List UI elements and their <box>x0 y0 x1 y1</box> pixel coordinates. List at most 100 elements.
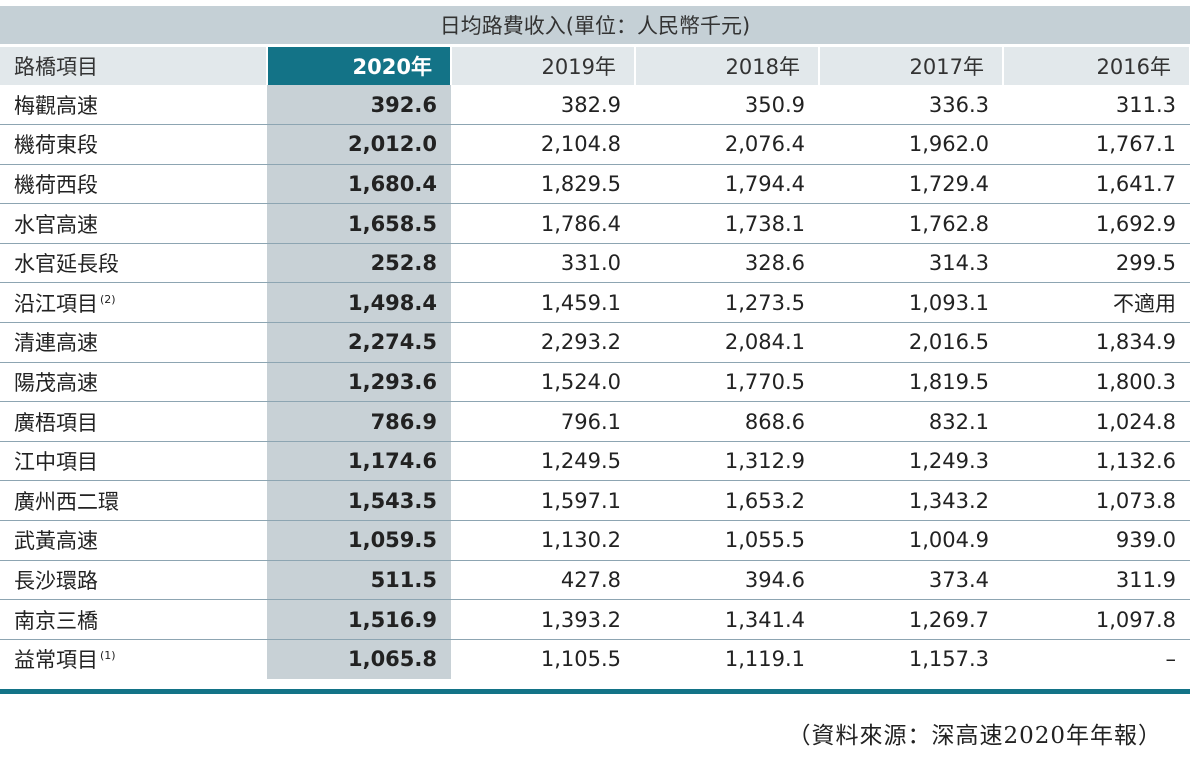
value-cell-2020: 252.8 <box>267 243 451 284</box>
value-cell-2019: 796.1 <box>451 401 635 442</box>
value-cell-2019: 1,597.1 <box>451 480 635 522</box>
value-cell-2019: 2,293.2 <box>451 322 635 363</box>
value-cell-2017: 373.4 <box>819 560 1003 601</box>
project-name-cell: 武黃高速 <box>0 520 267 561</box>
value-cell-2016: 1,692.9 <box>1003 203 1190 244</box>
table-row: 水官延長段 252.8 331.0 328.6 314.3 299.5 <box>0 243 1190 284</box>
value-cell-2020: 2,012.0 <box>267 124 451 165</box>
project-name-cell: 江中項目 <box>0 441 267 482</box>
table-row: 廣梧項目 786.9 796.1 868.6 832.1 1,024.8 <box>0 401 1190 442</box>
value-cell-2017: 1,343.2 <box>819 480 1003 522</box>
project-name-cell: 長沙環路 <box>0 560 267 601</box>
value-cell-2016: 1,132.6 <box>1003 441 1190 482</box>
project-name: 南京三橋 <box>14 608 98 633</box>
value-cell-2017: 1,729.4 <box>819 164 1003 205</box>
footnote-marker: (1) <box>100 649 116 663</box>
value-cell-2020: 1,543.5 <box>267 480 451 522</box>
value-cell-2019: 427.8 <box>451 560 635 601</box>
value-cell-2018: 2,084.1 <box>635 322 819 363</box>
column-header-2019: 2019年 <box>451 47 636 85</box>
value-cell-2017: 1,819.5 <box>819 362 1003 403</box>
table-row: 益常項目 (1) 1,065.8 1,105.5 1,119.1 1,157.3– <box>0 639 1190 679</box>
value-cell-2018: 1,653.2 <box>635 480 819 522</box>
column-header-project: 路橋項目 <box>0 47 268 85</box>
value-cell-2016: 939.0 <box>1003 520 1190 561</box>
project-name-cell: 清連高速 <box>0 322 267 363</box>
value-cell-2017: 832.1 <box>819 401 1003 442</box>
value-cell-2020: 1,498.4 <box>267 282 451 324</box>
value-cell-2019: 1,829.5 <box>451 164 635 205</box>
value-cell-2018: 1,770.5 <box>635 362 819 403</box>
value-cell-2020: 1,293.6 <box>267 362 451 403</box>
value-cell-2018: 350.9 <box>635 85 819 126</box>
value-cell-2019: 1,524.0 <box>451 362 635 403</box>
table-row: 沿江項目 (2) 1,498.4 1,459.1 1,273.5 1,093.1 不適用 <box>0 282 1190 324</box>
project-name: 江中項目 <box>14 450 98 475</box>
table-body: 梅觀高速 392.6 382.9 350.9 336.3 311.3 機荷東段 2,012.0… <box>0 85 1190 679</box>
value-cell-2016: 299.5 <box>1003 243 1190 284</box>
value-cell-2017: 1,269.7 <box>819 599 1003 640</box>
value-cell-2018: 1,055.5 <box>635 520 819 561</box>
value-cell-2016: 1,767.1 <box>1003 124 1190 165</box>
value-cell-2020: 1,059.5 <box>267 520 451 561</box>
table-bottom-rule <box>0 689 1190 694</box>
value-cell-2016: 1,097.8 <box>1003 599 1190 640</box>
footnote-marker: (2) <box>100 292 116 306</box>
value-cell-2018: 1,273.5 <box>635 282 819 324</box>
value-cell-2017: 1,762.8 <box>819 203 1003 244</box>
value-cell-2017: 314.3 <box>819 243 1003 284</box>
value-cell-2019: 1,105.5 <box>540 647 621 672</box>
value-cell-2018: 328.6 <box>635 243 819 284</box>
table-row: 清連高速 2,274.5 2,293.2 2,084.1 2,016.5 1,834.9 <box>0 322 1190 363</box>
value-cell-2020: 786.9 <box>267 401 451 442</box>
value-cell-2016: – <box>1165 647 1177 672</box>
table-row: 梅觀高速 392.6 382.9 350.9 336.3 311.3 <box>0 85 1190 126</box>
column-header-2018: 2018年 <box>635 47 820 85</box>
project-name-cell: 沿江項目 (2) <box>0 282 267 324</box>
value-cell-2017: 1,157.3 <box>908 647 989 672</box>
value-cell-2019: 1,130.2 <box>451 520 635 561</box>
project-name: 沿江項目 <box>14 291 98 316</box>
value-cell-2020: 1,680.4 <box>267 164 451 205</box>
value-cell-2017: 1,962.0 <box>819 124 1003 165</box>
value-cell-2017: 1,093.1 <box>819 282 1003 324</box>
project-name-cell: 陽茂高速 <box>0 362 267 403</box>
project-name: 長沙環路 <box>14 568 98 593</box>
table-row: 長沙環路 511.5 427.8 394.6 373.4 311.9 <box>0 560 1190 601</box>
value-cell-2017: 1,004.9 <box>819 520 1003 561</box>
table-row: 機荷西段 1,680.4 1,829.5 1,794.4 1,729.4 1,641.7 <box>0 164 1190 205</box>
source-note: （資料來源：深高速2020年年報） <box>787 723 1162 749</box>
table-row: 水官高速 1,658.5 1,786.4 1,738.1 1,762.8 1,692.9 <box>0 203 1190 244</box>
value-cell-2016: 311.3 <box>1003 85 1190 126</box>
table-row: 陽茂高速 1,293.6 1,524.0 1,770.5 1,819.5 1,800.3 <box>0 362 1190 403</box>
value-cell-2019: 2,104.8 <box>451 124 635 165</box>
table-row: 廣州西二環 1,543.5 1,597.1 1,653.2 1,343.2 1,073.8 <box>0 480 1190 522</box>
value-cell-2018: 394.6 <box>635 560 819 601</box>
value-cell-2016: 1,641.7 <box>1003 164 1190 205</box>
table-row: 武黃高速 1,059.5 1,130.2 1,055.5 1,004.9 939.0 <box>0 520 1190 561</box>
project-name-cell: 機荷東段 <box>0 124 267 165</box>
project-name: 益常項目 <box>14 648 98 673</box>
project-name-cell: 廣梧項目 <box>0 401 267 442</box>
project-name: 廣梧項目 <box>14 410 98 435</box>
value-cell-2016: 1,073.8 <box>1003 480 1190 522</box>
project-name: 梅觀高速 <box>14 93 98 118</box>
value-cell-2017: 2,016.5 <box>819 322 1003 363</box>
value-cell-2018: 2,076.4 <box>635 124 819 165</box>
project-name-cell: 廣州西二環 <box>0 480 267 522</box>
value-cell-2019: 1,249.5 <box>451 441 635 482</box>
table-row: 南京三橋 1,516.9 1,393.2 1,341.4 1,269.7 1,097.8 <box>0 599 1190 640</box>
project-name: 廣州西二環 <box>14 489 119 514</box>
value-cell-2017: 1,249.3 <box>819 441 1003 482</box>
value-cell-2017: 336.3 <box>819 85 1003 126</box>
column-header-2016: 2016年 <box>1003 47 1191 85</box>
project-name: 機荷西段 <box>14 172 98 197</box>
value-cell-2019: 1,786.4 <box>451 203 635 244</box>
table-row: 江中項目 1,174.6 1,249.5 1,312.9 1,249.3 1,132.6 <box>0 441 1190 482</box>
project-name: 陽茂高速 <box>14 370 98 395</box>
table-caption: 日均路費收入(單位：人民幣千元) <box>0 6 1190 44</box>
project-name-cell: 南京三橋 <box>0 599 267 640</box>
table-row: 機荷東段 2,012.0 2,104.8 2,076.4 1,962.0 1,767.1 <box>0 124 1190 165</box>
value-cell-2020: 1,516.9 <box>267 599 451 640</box>
column-header-2017: 2017年 <box>819 47 1004 85</box>
